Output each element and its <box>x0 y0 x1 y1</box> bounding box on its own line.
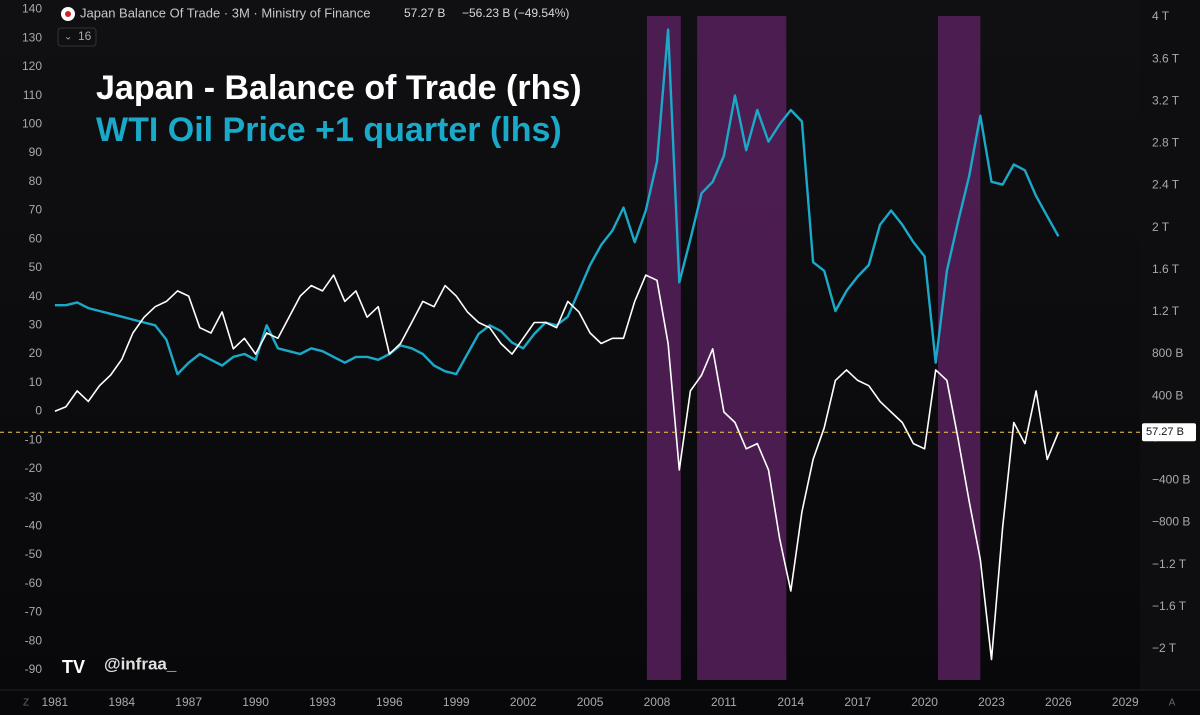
x-tick-label: 1993 <box>309 695 336 709</box>
highlight-band <box>697 16 787 680</box>
y-tick-label: 120 <box>22 59 42 73</box>
y-tick-label: 80 <box>29 174 43 188</box>
plot-under <box>0 16 1140 680</box>
y2-tick-label: 3.2 T <box>1152 93 1180 107</box>
y2-tick-label: 2.8 T <box>1152 136 1180 150</box>
y2-tick-label: −1.2 T <box>1152 557 1187 571</box>
x-tick-label: 2020 <box>911 695 938 709</box>
collapse-chevron: ⌄ <box>64 32 72 43</box>
y2-tick-label: 3.6 T <box>1152 51 1180 65</box>
right-axis-panel <box>1140 0 1200 690</box>
logo: TV <box>62 657 85 677</box>
x-tick-label: 2005 <box>577 695 604 709</box>
y-tick-label: 50 <box>29 260 43 274</box>
y2-tick-label: 2.4 T <box>1152 178 1180 192</box>
x-tick-label: 2017 <box>844 695 871 709</box>
y-tick-label: -10 <box>25 432 43 446</box>
y-tick-label: 10 <box>29 375 43 389</box>
y-tick-label: 0 <box>35 404 42 418</box>
y-tick-label: -30 <box>25 490 43 504</box>
flag-dot <box>65 11 71 17</box>
y-tick-label: -80 <box>25 633 43 647</box>
collapse-button[interactable] <box>57 27 97 47</box>
x-tick-label: 1999 <box>443 695 470 709</box>
x-tick-label: 2011 <box>711 695 737 709</box>
corner-button[interactable]: Z <box>23 698 29 709</box>
y-tick-label: 30 <box>29 318 43 332</box>
y-tick-label: 60 <box>29 231 43 245</box>
y-tick-label: 140 <box>22 2 42 16</box>
x-tick-label: 1987 <box>175 695 202 709</box>
y-tick-label: 20 <box>29 346 43 360</box>
series-line <box>54 274 1060 661</box>
x-tick-label: 2014 <box>777 695 804 709</box>
y2-tick-label: −800 B <box>1152 515 1190 529</box>
y2-tick-label: −400 B <box>1152 473 1190 487</box>
corner-button[interactable]: A <box>1169 698 1176 709</box>
x-tick-label: 1981 <box>42 695 69 709</box>
x-tick-label: 1990 <box>242 695 269 709</box>
y-tick-label: 70 <box>29 203 43 217</box>
series-title: Japan Balance Of Trade · 3M · Ministry o… <box>80 5 370 20</box>
y-tick-label: -90 <box>25 662 43 676</box>
x-tick-label: 2029 <box>1112 695 1139 709</box>
highlight-band <box>646 16 681 680</box>
last-value-tag <box>1142 423 1196 442</box>
last-value-header: 57.27 B <box>404 6 445 20</box>
y2-tick-label: 400 B <box>1152 388 1183 402</box>
y2-tick-label: 800 B <box>1152 346 1183 360</box>
y-tick-label: -20 <box>25 461 43 475</box>
y2-tick-label: −1.6 T <box>1152 599 1187 613</box>
y-tick-label: 40 <box>29 289 43 303</box>
change: −56.23 B (−49.54%) <box>462 6 569 20</box>
x-tick-label: 1996 <box>376 695 403 709</box>
chart-subtitle: WTI Oil Price +1 quarter (lhs) <box>96 111 562 149</box>
highlight-band <box>937 16 981 680</box>
y-tick-label: 100 <box>22 117 42 131</box>
y-tick-label: -40 <box>25 519 43 533</box>
x-tick-label: 2008 <box>644 695 671 709</box>
x-tick-label: 2026 <box>1045 695 1072 709</box>
watermark: @infraa_ <box>104 654 177 673</box>
y2-tick-label: 1.6 T <box>1152 262 1180 276</box>
y-tick-label: 110 <box>23 88 42 102</box>
y-tick-label: 130 <box>22 30 42 44</box>
collapse-count: 16 <box>78 29 92 43</box>
y-tick-label: 90 <box>29 145 43 159</box>
y2-tick-label: 2 T <box>1152 220 1170 234</box>
y2-tick-label: 1.2 T <box>1152 304 1180 318</box>
y2-tick-label: −2 T <box>1152 641 1177 655</box>
chart-title: Japan - Balance of Trade (rhs) <box>96 69 582 107</box>
y2-tick-label: 4 T <box>1152 9 1170 23</box>
y-tick-label: -60 <box>25 576 43 590</box>
x-tick-label: 2002 <box>510 695 537 709</box>
x-tick-label: 2023 <box>978 695 1005 709</box>
y-tick-label: -50 <box>25 547 43 561</box>
y-tick-label: -70 <box>25 605 43 619</box>
x-tick-label: 1984 <box>108 695 135 709</box>
series-line <box>54 28 1060 376</box>
last-value-label: 57.27 B <box>1146 426 1184 438</box>
